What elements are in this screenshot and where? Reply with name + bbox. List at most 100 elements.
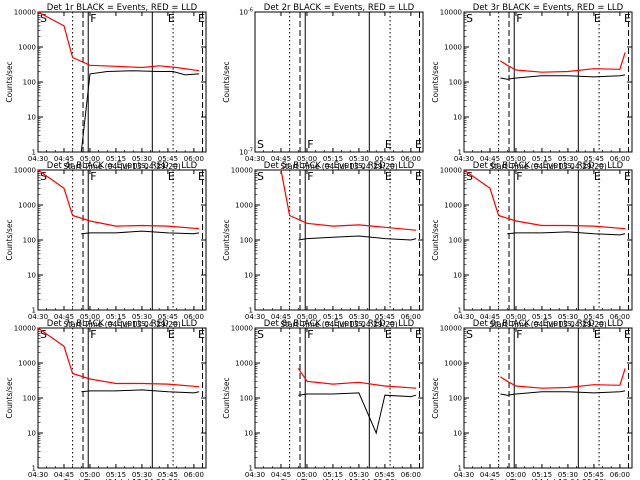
y-tick-label: 100 xyxy=(449,395,462,403)
x-axis-label: Start Time (04-Jul-13 04:29:20) xyxy=(489,478,606,480)
y-tick-label: 10 xyxy=(27,114,36,122)
phase-marker-s: S xyxy=(466,328,473,341)
x-tick-label: 05:30 xyxy=(132,155,152,163)
x-tick-label: 05:30 xyxy=(132,471,152,479)
x-tick-label: 05:00 xyxy=(80,313,100,321)
panel-title: Det 6r BLACK = Events, RED = LLD xyxy=(473,161,624,171)
y-axis-label: Counts/sec xyxy=(222,219,231,260)
panel-title: Det 7r BLACK = Events, RED = LLD xyxy=(47,319,198,329)
y-tick-label: 1 xyxy=(249,307,253,315)
phase-marker-s: S xyxy=(466,170,473,183)
x-tick-label: 05:30 xyxy=(558,471,578,479)
series-lld xyxy=(37,169,200,230)
x-tick-label: 04:30 xyxy=(454,155,474,163)
phase-marker-s: S xyxy=(466,12,473,25)
x-tick-label: 04:45 xyxy=(54,155,74,163)
x-tick-label: 05:45 xyxy=(158,471,178,479)
x-tick-label: 05:00 xyxy=(506,471,526,479)
x-axis-label: Start Time (04-Jul-13 04:29:20) xyxy=(489,162,606,171)
x-tick-label: 05:45 xyxy=(375,471,395,479)
x-tick-label: 04:45 xyxy=(271,471,291,479)
y-axis-label: Counts/sec xyxy=(222,377,231,418)
y-tick-label: 1 xyxy=(458,465,462,473)
phase-marker-e: E xyxy=(415,170,422,183)
y-axis-label: Counts/sec xyxy=(431,219,440,260)
plot-frame xyxy=(37,327,207,469)
x-tick-label: 05:30 xyxy=(349,155,369,163)
x-tick-label: 05:15 xyxy=(532,313,552,321)
y-tick-label: 100 xyxy=(449,79,462,87)
y-tick-label: 10 xyxy=(27,430,36,438)
y-tick-label: 1 xyxy=(249,465,253,473)
y-axis-label: Counts/sec xyxy=(5,377,14,418)
phase-marker-f: F xyxy=(90,170,96,183)
x-tick-label: 05:30 xyxy=(132,313,152,321)
phase-marker-e: E xyxy=(198,12,205,25)
x-axis-label: Start Time (04-Jul-13 04:29:20) xyxy=(280,478,397,480)
panel-det-6: Det 6r BLACK = Events, RED = LLD 04:30 04:… xyxy=(431,161,633,329)
series-events xyxy=(81,389,200,394)
x-tick-label: 04:45 xyxy=(54,471,74,479)
phase-marker-f: F xyxy=(516,328,522,341)
x-tick-label: 06:00 xyxy=(184,313,204,321)
x-axis-label: Start Time (04-Jul-13 04:29:20) xyxy=(63,162,180,171)
x-tick-label: 05:45 xyxy=(584,155,604,163)
y-axis-label: Counts/sec xyxy=(5,61,14,102)
plot-frame xyxy=(463,169,633,311)
x-tick-label: 04:30 xyxy=(454,471,474,479)
y-tick-label: 10 xyxy=(453,114,462,122)
phase-marker-s: S xyxy=(40,328,47,341)
plot-frame xyxy=(463,11,633,153)
x-tick-label: 04:45 xyxy=(271,313,291,321)
series-events xyxy=(69,70,200,153)
x-tick-label: 04:30 xyxy=(454,313,474,321)
panel-det-8: Det 8r BLACK = Events, RED = LLD 04:30 04:… xyxy=(222,319,424,480)
plot-frame xyxy=(254,327,424,469)
phase-marker-e: E xyxy=(385,170,392,183)
y-axis-label: Counts/sec xyxy=(431,61,440,102)
y-tick-label: 1000 xyxy=(235,360,253,368)
panel-det-2: Det 2r BLACK = Events, RED = LLD 04:30 04:… xyxy=(222,3,424,171)
x-tick-label: 04:45 xyxy=(54,313,74,321)
phase-marker-f: F xyxy=(516,12,522,25)
panel-det-4: Det 4r BLACK = Events, RED = LLD 04:30 04:… xyxy=(5,161,207,329)
phase-marker-f: F xyxy=(90,328,96,341)
phase-marker-e: E xyxy=(168,12,175,25)
x-tick-label: 05:15 xyxy=(323,471,343,479)
x-tick-label: 05:00 xyxy=(297,155,317,163)
phase-marker-e: E xyxy=(168,328,175,341)
y-axis-label: Counts/sec xyxy=(222,61,231,102)
y-tick-label: 100 xyxy=(449,237,462,245)
y-tick-label: 10-6 xyxy=(239,8,253,17)
x-tick-label: 05:45 xyxy=(375,313,395,321)
y-tick-label: 1000 xyxy=(444,44,462,52)
y-tick-label: 1 xyxy=(32,465,36,473)
x-tick-label: 04:45 xyxy=(480,471,500,479)
y-tick-label: 1000 xyxy=(18,44,36,52)
plot-frame xyxy=(463,327,633,469)
panel-det-5: Det 5r BLACK = Events, RED = LLD 04:30 04:… xyxy=(222,161,424,329)
series-lld xyxy=(280,169,417,231)
series-lld xyxy=(500,368,626,389)
phase-marker-e: E xyxy=(624,328,631,341)
x-tick-label: 05:00 xyxy=(297,471,317,479)
x-tick-label: 05:45 xyxy=(375,155,395,163)
y-tick-label: 1000 xyxy=(444,360,462,368)
phase-marker-e: E xyxy=(415,328,422,341)
x-tick-label: 04:30 xyxy=(28,155,48,163)
x-tick-label: 06:00 xyxy=(184,155,204,163)
x-tick-label: 06:00 xyxy=(401,471,421,479)
y-tick-label: 1000 xyxy=(18,202,36,210)
y-tick-label: 1000 xyxy=(235,202,253,210)
x-tick-label: 05:15 xyxy=(106,471,126,479)
x-axis-label: Start Time (04-Jul-13 04:29:20) xyxy=(63,478,180,480)
x-tick-label: 06:00 xyxy=(184,471,204,479)
y-tick-label: 10 xyxy=(244,272,253,280)
plot-frame xyxy=(254,11,424,153)
series-lld xyxy=(463,169,626,230)
series-lld xyxy=(297,368,417,389)
x-tick-label: 05:00 xyxy=(506,155,526,163)
panel-title: Det 9r BLACK = Events, RED = LLD xyxy=(473,319,624,329)
phase-marker-s: S xyxy=(40,12,47,25)
y-tick-label: 10000 xyxy=(14,167,36,175)
